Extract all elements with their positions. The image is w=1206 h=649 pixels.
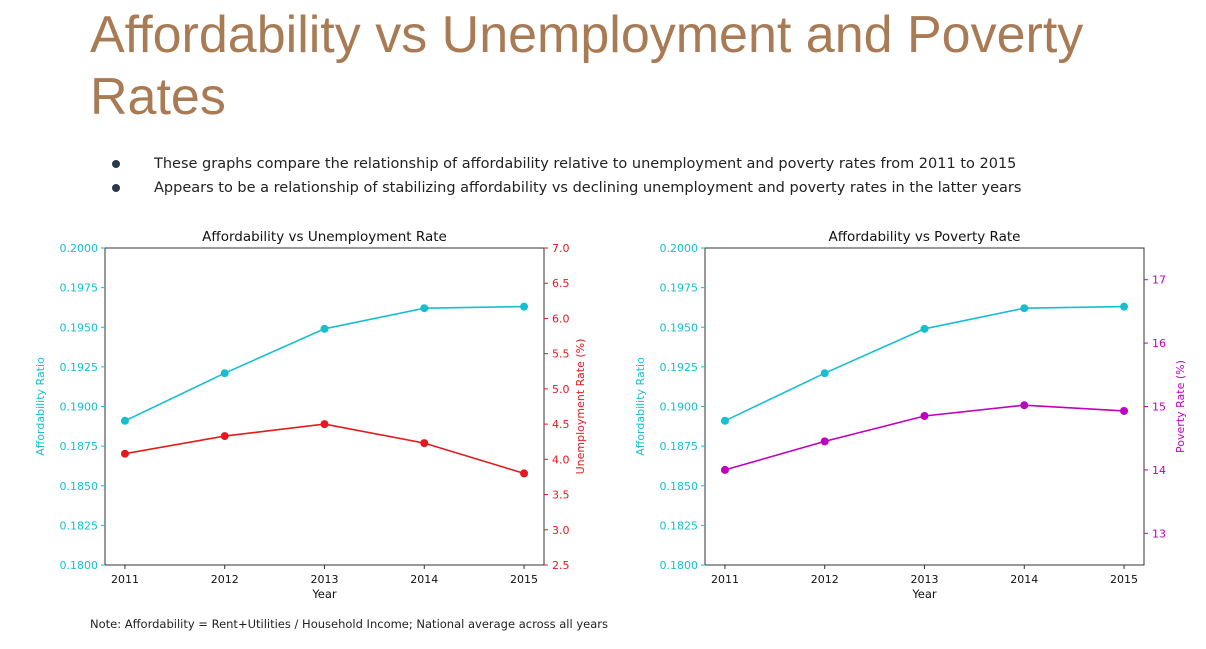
rate-series-point [1020, 401, 1029, 410]
x-tick-label: 2015 [510, 573, 538, 586]
slide-title: Affordability vs Unemployment and Povert… [90, 6, 1084, 126]
x-tick-label: 2013 [911, 573, 939, 586]
affordability-series-point [820, 369, 829, 378]
y-left-tick-label: 0.1825 [660, 519, 699, 532]
y-right-tick-label: 16 [1152, 337, 1166, 350]
y-left-tick-label: 0.2000 [660, 242, 699, 255]
y-right-tick-label: 17 [1152, 274, 1166, 287]
y-right-tick-label: 7.0 [552, 242, 570, 255]
plot-frame [104, 247, 545, 566]
affordability-series-point [1120, 302, 1129, 311]
rate-series-point [820, 437, 829, 446]
y-left-tick-label: 0.1950 [660, 321, 699, 334]
y-left-tick-label: 0.1850 [660, 480, 699, 493]
y-left-axis-label: Affordability Ratio [34, 357, 47, 456]
affordability-series-point [520, 302, 529, 311]
bullet-text: Appears to be a relationship of stabiliz… [154, 180, 1022, 196]
affordability-series-point [320, 324, 329, 333]
y-left-tick-label: 0.1975 [660, 282, 699, 295]
y-left-tick-label: 0.1875 [60, 440, 99, 453]
rate-series-line [124, 423, 525, 475]
x-tick-label: 2011 [111, 573, 139, 586]
y-left-tick-label: 0.1950 [60, 321, 99, 334]
y-left-tick-label: 0.1975 [60, 282, 99, 295]
x-tick-label: 2012 [211, 573, 239, 586]
y-right-tick-label: 6.5 [552, 277, 570, 290]
y-right-tick-label: 13 [1152, 527, 1166, 540]
x-axis-label: Year [311, 587, 337, 601]
y-left-tick-label: 0.1900 [660, 401, 699, 414]
y-right-tick-label: 6.0 [552, 312, 570, 325]
y-right-tick-label: 2.5 [552, 559, 570, 572]
y-right-tick-label: 4.5 [552, 418, 570, 431]
y-left-tick-label: 0.1850 [60, 480, 99, 493]
affordability-series-line [724, 305, 1125, 422]
y-left-tick-label: 0.1825 [60, 519, 99, 532]
y-left-tick-label: 0.1900 [60, 401, 99, 414]
affordability-series-point [1020, 304, 1029, 313]
y-right-tick-label: 5.5 [552, 348, 570, 361]
rate-series-point [420, 439, 429, 448]
bullet-dot-icon [112, 160, 120, 168]
y-left-tick-label: 0.1925 [60, 361, 99, 374]
x-tick-label: 2015 [1110, 573, 1138, 586]
y-right-tick-label: 5.0 [552, 383, 570, 396]
rate-series-point [120, 449, 129, 458]
affordability-series-line [124, 305, 525, 422]
bullet-item: These graphs compare the relationship of… [110, 152, 1021, 176]
poverty-chart: Affordability vs Poverty Rate 2011 2012 201… [634, 229, 1187, 601]
y-right-tick-label: 3.5 [552, 489, 570, 502]
unemployment-chart: Affordability vs Unemployment Rate 2011 20… [34, 229, 587, 601]
y-right-tick-label: 14 [1152, 464, 1166, 477]
y-right-tick-label: 15 [1152, 401, 1166, 414]
x-tick-label: 2011 [711, 573, 739, 586]
x-tick-label: 2013 [311, 573, 339, 586]
rate-series-point [320, 420, 329, 429]
y-left-tick-label: 0.1875 [660, 440, 699, 453]
affordability-series-point [720, 416, 729, 425]
rate-series-point [1120, 406, 1129, 415]
rate-series-point [520, 469, 529, 478]
x-tick-label: 2012 [811, 573, 839, 586]
x-axis-label: Year [911, 587, 937, 601]
y-left-tick-label: 0.2000 [60, 242, 99, 255]
y-left-axis-label: Affordability Ratio [634, 357, 647, 456]
rate-series-point [920, 412, 929, 421]
rate-series-point [720, 465, 729, 474]
footnote: Note: Affordability = Rent+Utilities / H… [90, 617, 608, 631]
bullet-item: Appears to be a relationship of stabiliz… [110, 176, 1021, 200]
y-right-tick-label: 4.0 [552, 453, 570, 466]
rate-series-point [220, 432, 229, 441]
bullet-dot-icon [112, 184, 120, 192]
y-right-axis-label: Poverty Rate (%) [1174, 360, 1187, 453]
bullet-text: These graphs compare the relationship of… [154, 156, 1017, 172]
y-left-tick-label: 0.1800 [60, 559, 99, 572]
plot-frame [704, 247, 1145, 566]
affordability-series-point [920, 324, 929, 333]
x-tick-label: 2014 [410, 573, 438, 586]
affordability-series-point [420, 304, 429, 313]
affordability-series-point [120, 416, 129, 425]
chart-title: Affordability vs Poverty Rate [829, 229, 1021, 245]
affordability-series-point [220, 369, 229, 378]
y-left-tick-label: 0.1925 [660, 361, 699, 374]
y-right-tick-label: 3.0 [552, 524, 570, 537]
y-right-axis-label: Unemployment Rate (%) [574, 339, 587, 475]
y-left-tick-label: 0.1800 [660, 559, 699, 572]
x-tick-label: 2014 [1010, 573, 1038, 586]
bullet-list: These graphs compare the relationship of… [110, 152, 1021, 200]
chart-title: Affordability vs Unemployment Rate [202, 229, 447, 245]
